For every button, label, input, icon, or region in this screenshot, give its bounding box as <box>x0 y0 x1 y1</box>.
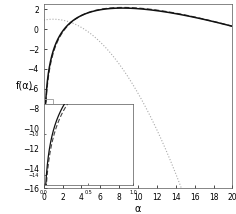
X-axis label: α: α <box>135 204 141 214</box>
Y-axis label: f(α): f(α) <box>16 80 34 90</box>
Bar <box>44 99 53 178</box>
